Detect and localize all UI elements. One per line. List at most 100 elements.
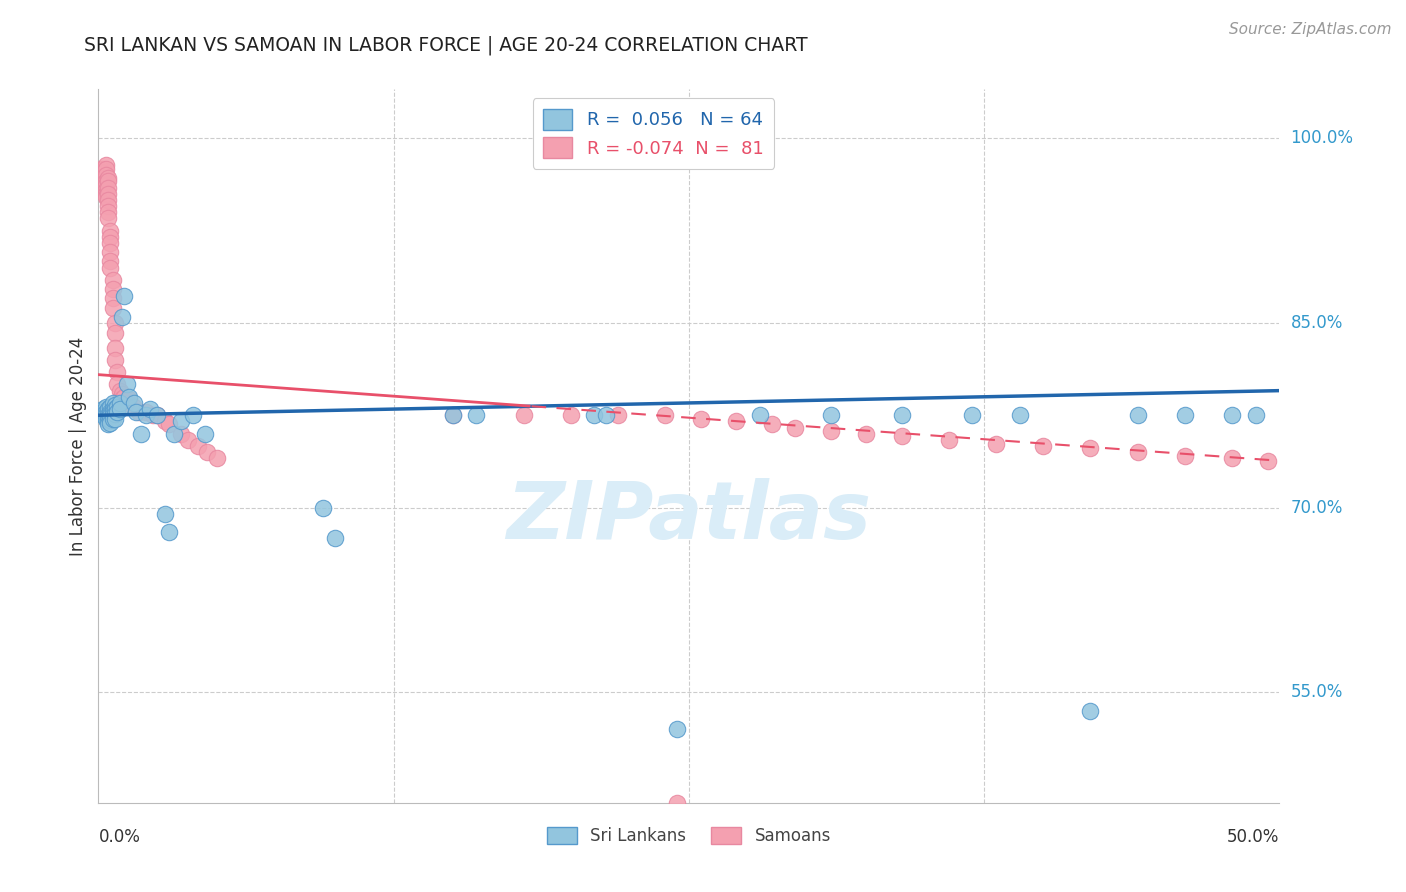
Point: [1244, 409, 1267, 423]
Point: [97, 174, 120, 188]
Point: [1126, 445, 1149, 459]
Y-axis label: In Labor Force | Age 20-24: In Labor Force | Age 20-24: [69, 336, 87, 556]
Point: [1032, 439, 1054, 453]
Point: [146, 409, 169, 423]
Text: 100.0%: 100.0%: [1291, 129, 1354, 147]
Point: [187, 439, 209, 453]
Point: [129, 426, 152, 441]
Point: [583, 409, 606, 423]
Point: [97, 199, 120, 213]
Point: [748, 409, 770, 423]
Point: [101, 273, 124, 287]
Point: [125, 404, 148, 418]
Point: [97, 205, 120, 219]
Point: [97, 186, 120, 201]
Point: [115, 396, 138, 410]
Point: [104, 352, 127, 367]
Point: [98, 404, 121, 418]
Point: [689, 412, 711, 426]
Point: [111, 387, 134, 401]
Point: [157, 417, 180, 431]
Point: [91, 166, 114, 180]
Point: [97, 409, 120, 423]
Point: [97, 410, 120, 425]
Point: [94, 412, 117, 426]
Point: [1257, 454, 1279, 468]
Legend: Sri Lankans, Samoans: Sri Lankans, Samoans: [540, 820, 838, 852]
Point: [1220, 451, 1243, 466]
Point: [94, 169, 117, 183]
Point: [91, 409, 114, 423]
Point: [94, 409, 117, 423]
Point: [195, 445, 218, 459]
Point: [595, 409, 617, 423]
Point: [94, 162, 117, 177]
Point: [441, 409, 464, 423]
Point: [962, 409, 984, 423]
Point: [607, 409, 630, 423]
Point: [194, 426, 217, 441]
Point: [1174, 449, 1197, 463]
Point: [890, 429, 912, 443]
Point: [90, 170, 112, 185]
Point: [94, 178, 117, 193]
Point: [98, 224, 121, 238]
Point: [91, 178, 114, 193]
Point: [97, 180, 120, 194]
Point: [135, 409, 157, 423]
Point: [91, 162, 114, 177]
Point: [98, 260, 121, 275]
Point: [101, 396, 124, 410]
Point: [323, 531, 346, 545]
Point: [98, 409, 121, 424]
Point: [108, 392, 131, 407]
Point: [146, 409, 169, 423]
Point: [122, 400, 145, 414]
Point: [128, 404, 150, 418]
Point: [205, 451, 228, 466]
Point: [1080, 704, 1102, 718]
Point: [820, 409, 842, 423]
Point: [101, 404, 124, 418]
Point: [98, 230, 121, 244]
Point: [118, 390, 141, 404]
Point: [984, 436, 1007, 450]
Point: [820, 424, 842, 438]
Text: 50.0%: 50.0%: [1227, 828, 1279, 846]
Point: [97, 193, 120, 207]
Point: [97, 414, 120, 428]
Point: [94, 404, 117, 418]
Point: [91, 174, 114, 188]
Text: 70.0%: 70.0%: [1291, 499, 1343, 516]
Point: [101, 412, 124, 426]
Point: [94, 174, 117, 188]
Point: [112, 289, 135, 303]
Point: [111, 310, 134, 324]
Point: [785, 420, 807, 434]
Point: [725, 414, 748, 428]
Point: [111, 392, 134, 407]
Point: [181, 409, 204, 423]
Point: [855, 426, 877, 441]
Point: [1008, 409, 1031, 423]
Point: [104, 412, 127, 426]
Point: [101, 301, 124, 316]
Point: [654, 409, 676, 423]
Point: [101, 291, 124, 305]
Point: [98, 413, 121, 427]
Point: [1220, 409, 1243, 423]
Point: [91, 402, 114, 417]
Text: 85.0%: 85.0%: [1291, 314, 1343, 332]
Point: [97, 402, 120, 417]
Text: ZIPatlas: ZIPatlas: [506, 478, 872, 557]
Point: [104, 341, 127, 355]
Point: [104, 326, 127, 340]
Point: [104, 398, 127, 412]
Point: [105, 365, 128, 379]
Point: [1174, 409, 1197, 423]
Point: [1126, 409, 1149, 423]
Point: [312, 500, 335, 515]
Point: [153, 507, 176, 521]
Point: [1080, 442, 1102, 456]
Point: [94, 190, 117, 204]
